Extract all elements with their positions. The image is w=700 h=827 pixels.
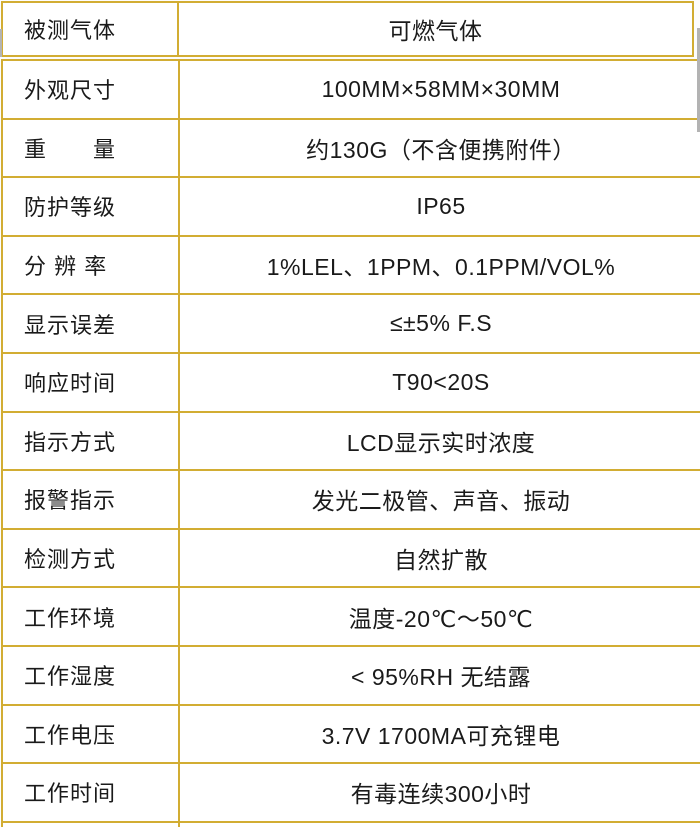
spec-value: [180, 823, 700, 827]
spec-header-label: 被测气体: [3, 3, 179, 55]
table-row: 指示方式 LCD显示实时浓度: [3, 412, 700, 472]
table-row: 显示误差 ≤±5% F.S: [3, 295, 700, 354]
table-row: 响应时间 T90<20S: [3, 353, 700, 413]
spec-label: 重 量: [3, 119, 180, 177]
screenshot-edge-artifact-left: [0, 29, 2, 57]
spec-value: 自然扩散: [394, 547, 488, 574]
table-row: 工作环境 温度-20℃～50℃: [3, 588, 700, 647]
spec-label: 报警指示: [3, 471, 180, 528]
table-row: 分 辨 率 1%LEL、1PPM、0.1PPM/VOL%: [3, 236, 700, 296]
spec-value: 约130G（不含便携附件）: [306, 136, 576, 163]
table-row: 工作湿度 < 95%RH 无结露: [3, 646, 700, 706]
spec-value: T90<20S: [392, 368, 490, 395]
table-row: 报警指示 发光二极管、声音、振动: [3, 471, 700, 530]
table-row: 防护等级 IP65: [3, 178, 700, 237]
spec-value: 100MM×58MM×30MM: [321, 75, 561, 102]
spec-label: 工作时间: [3, 764, 180, 821]
spec-label: 分 辨 率: [3, 236, 180, 294]
table-row-partial: [3, 822, 700, 827]
spec-label: 指示方式: [3, 412, 180, 470]
table-row: 工作时间 有毒连续300小时: [3, 764, 700, 823]
spec-label: 防护等级: [3, 178, 180, 235]
spec-value: IP65: [416, 192, 466, 219]
spec-value: LCD显示实时浓度: [346, 429, 536, 456]
table-row: 工作电压 3.7V 1700MA可充锂电: [3, 705, 700, 765]
spec-label: 响应时间: [3, 353, 180, 411]
spec-label: 工作电压: [3, 705, 180, 763]
spec-table-body: 外观尺寸 100MM×58MM×30MM 重 量 约130G（不含便携附件） 防…: [1, 59, 700, 827]
spec-value: 3.7V 1700MA可充锂电: [321, 722, 561, 749]
spec-value: 发光二极管、声音、振动: [311, 488, 571, 515]
spec-label: [3, 822, 180, 827]
spec-label: 外观尺寸: [3, 61, 180, 118]
table-row: 外观尺寸 100MM×58MM×30MM: [3, 61, 700, 120]
spec-header-value: 可燃气体: [388, 18, 483, 44]
spec-value: ≤±5% F.S: [389, 310, 493, 337]
table-row: 检测方式 自然扩散: [3, 529, 700, 589]
spec-table-header-row: 被测气体 可燃气体: [1, 1, 694, 57]
spec-value: 1%LEL、1PPM、0.1PPM/VOL%: [266, 254, 616, 281]
spec-value: 有毒连续300小时: [350, 781, 532, 808]
spec-value: 温度-20℃～50℃: [348, 605, 534, 632]
spec-label: 工作湿度: [3, 646, 180, 704]
table-row: 重 量 约130G（不含便携附件）: [3, 119, 700, 179]
spec-value: < 95%RH 无结露: [351, 664, 531, 691]
screenshot-edge-artifact-right: [697, 28, 700, 132]
spec-label: 工作环境: [3, 588, 180, 645]
spec-label: 检测方式: [3, 529, 180, 587]
spec-label: 显示误差: [3, 295, 180, 352]
